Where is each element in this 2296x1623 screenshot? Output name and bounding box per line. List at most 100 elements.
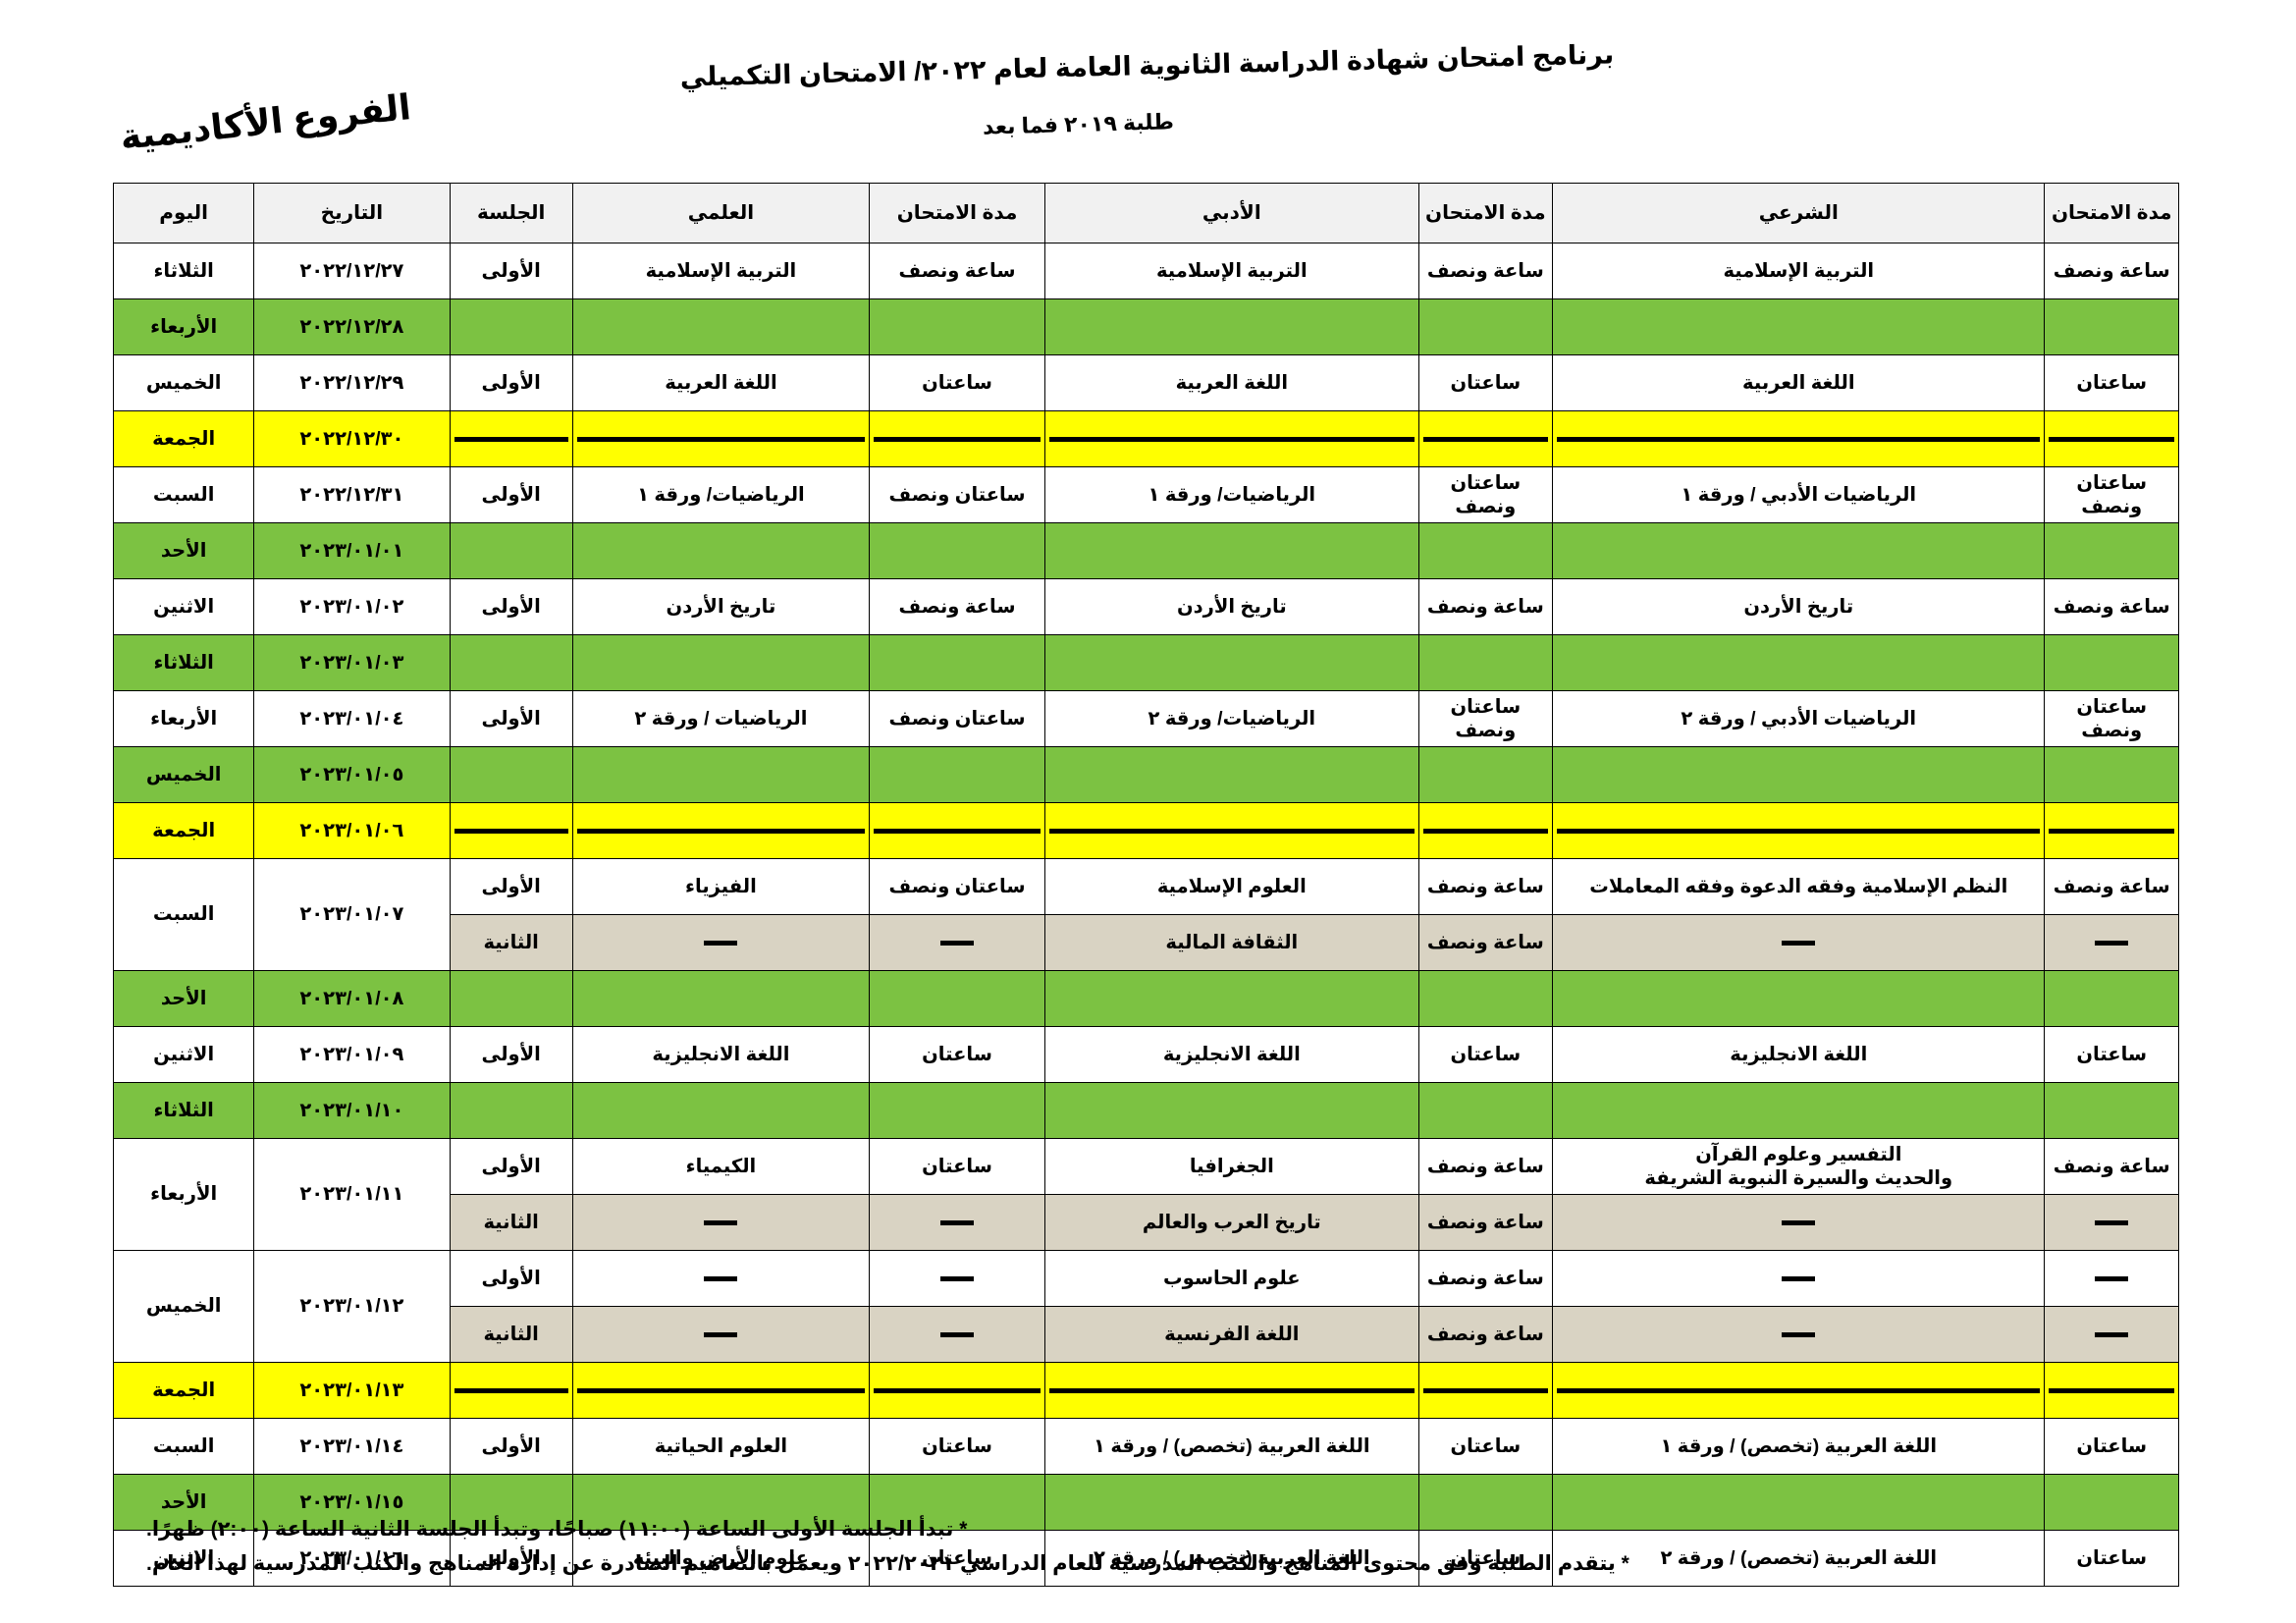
col-shar-subject: الشرعي <box>1553 183 2047 243</box>
cell-date: ٢٠٢٢/١٢/٣١ <box>254 466 452 523</box>
cell-lit-duration: ساعة ونصف <box>1418 578 1555 635</box>
table-row: ٢٠٢٣/٠١/٠٨ الأحد <box>113 970 2180 1027</box>
cell-lit-duration: ساعة ونصف <box>1418 243 1555 299</box>
cell-lit-duration <box>1418 634 1555 691</box>
cell-lit-duration: ساعتان <box>1418 1026 1555 1083</box>
cell-day: الأربعاء <box>113 1138 256 1251</box>
cell-date: ٢٠٢٣/٠١/٠٦ <box>254 802 452 859</box>
cell-lit-subject: الثقافة المالية <box>1045 914 1420 971</box>
cell-lit-duration <box>1418 970 1555 1027</box>
col-sci-duration: مدة الامتحان <box>869 183 1047 243</box>
cell-session: الأولى <box>450 1418 574 1475</box>
empty-dash <box>941 941 976 947</box>
cell-sci-duration: ساعتان <box>869 1138 1047 1195</box>
cell-shar-subject <box>1553 1250 2047 1307</box>
cell-sci-subject: علوم الأرض والبيئة <box>572 1530 872 1587</box>
empty-dash <box>941 1220 976 1226</box>
cell-sci-subject <box>572 522 872 579</box>
cell-date: ٢٠٢٢/١٢/٢٧ <box>254 243 452 299</box>
cell-day: الاثنين <box>113 1026 256 1083</box>
friday-rule <box>875 436 1042 442</box>
cell-session <box>450 746 574 803</box>
document-header: الفروع الأكاديمية برنامج امتحان شهادة ال… <box>0 0 2296 167</box>
cell-lit-duration: ساعة ونصف <box>1418 858 1555 915</box>
cell-shar-subject: الرياضيات الأدبي / ورقة ١ <box>1553 466 2047 523</box>
cell-lit-subject <box>1045 802 1420 859</box>
empty-dash <box>2096 1276 2130 1282</box>
cell-shar-subject: اللغة العربية (تخصص) / ورقة ٢ <box>1553 1530 2047 1587</box>
cell-shar-duration <box>2045 1306 2180 1363</box>
cell-sci-duration <box>869 1474 1047 1531</box>
cell-date: ٢٠٢٣/٠١/١٦ <box>254 1530 452 1587</box>
cell-lit-duration: ساعتان <box>1418 354 1555 411</box>
table-row: ٢٠٢٣/٠١/٠٥ الخميس <box>113 746 2180 803</box>
cell-session <box>450 1362 574 1419</box>
cell-date: ٢٠٢٣/٠١/١٥ <box>254 1474 452 1531</box>
cell-shar-duration <box>2045 298 2180 355</box>
cell-shar-subject <box>1553 1194 2047 1251</box>
cell-day: الثلاثاء <box>113 243 256 299</box>
cell-lit-subject: الرياضيات/ ورقة ٢ <box>1045 690 1420 747</box>
cell-sci-duration <box>869 522 1047 579</box>
table-row: ساعة ونصف تاريخ العرب والعالم الثانية <box>115 1194 2180 1251</box>
cell-shar-duration <box>2045 1474 2180 1531</box>
cell-sci-duration: ساعة ونصف <box>869 578 1047 635</box>
friday-rule <box>1423 1387 1550 1393</box>
col-date: التاريخ <box>254 183 452 243</box>
cell-date: ٢٠٢٣/٠١/٠٩ <box>254 1026 452 1083</box>
cell-lit-duration: ساعة ونصف <box>1418 1138 1555 1195</box>
table-row: ساعة ونصف علوم الحاسوب الأولى ٢٠٢٣/٠١/١٢ الخ… <box>113 1250 2180 1363</box>
cell-lit-subject: اللغة الانجليزية <box>1045 1026 1420 1083</box>
empty-dash <box>705 1276 739 1282</box>
cell-day: السبت <box>113 466 256 523</box>
cell-shar-duration <box>2045 410 2180 467</box>
cell-shar-duration: ساعتان <box>2045 1418 2180 1475</box>
table-row: ٢٠٢٣/٠١/٠٣ الثلاثاء <box>113 634 2180 691</box>
cell-session: الأولى <box>450 578 574 635</box>
table-row: ساعتان اللغة الانجليزية ساعتان اللغة الانجل… <box>113 1026 2180 1083</box>
cell-shar-duration <box>2045 914 2180 971</box>
empty-dash <box>705 1332 739 1338</box>
cell-sci-duration <box>869 914 1047 971</box>
cell-lit-duration: ساعة ونصف <box>1418 1194 1555 1251</box>
cell-day: الأحد <box>113 1474 256 1531</box>
header-row: مدة الامتحان الشرعي مدة الامتحان الأدبي … <box>113 183 2180 243</box>
cell-shar-subject <box>1553 1474 2047 1531</box>
cell-lit-subject: التربية الإسلامية <box>1045 243 1420 299</box>
cell-day: الأحد <box>113 970 256 1027</box>
cell-shar-duration: ساعتان <box>2045 1026 2180 1083</box>
friday-rule <box>2050 436 2175 442</box>
cell-lit-duration <box>1418 1362 1555 1419</box>
cell-date: ٢٠٢٣/٠١/٠٢ <box>254 578 452 635</box>
cell-sci-duration <box>869 1082 1047 1139</box>
cell-date: ٢٠٢٣/٠١/٠٤ <box>254 690 452 747</box>
cell-shar-duration: ساعتان ونصف <box>2045 466 2180 523</box>
cell-lit-duration <box>1418 410 1555 467</box>
empty-dash <box>1783 1332 1817 1338</box>
friday-rule <box>454 1387 569 1393</box>
table-row: ٢٠٢٣/٠١/١٠ الثلاثاء <box>113 1082 2180 1139</box>
cell-session <box>450 634 574 691</box>
friday-rule <box>454 828 569 834</box>
footnote-session-times: * تبدأ الجلسة الأولى الساعة (١١:٠٠) صباح… <box>147 1518 969 1541</box>
cell-sci-subject: اللغة العربية <box>572 354 872 411</box>
cell-shar-subject <box>1553 970 2047 1027</box>
cell-sci-duration: ساعة ونصف <box>869 243 1047 299</box>
cell-shar-duration <box>2045 634 2180 691</box>
cell-date: ٢٠٢٣/٠١/١٠ <box>254 1082 452 1139</box>
cell-lit-subject: العلوم الإسلامية <box>1045 858 1420 915</box>
cell-sci-duration: ساعتان ونصف <box>869 466 1047 523</box>
cell-date: ٢٠٢٣/٠١/١١ <box>254 1138 452 1251</box>
cell-lit-subject <box>1045 298 1420 355</box>
cell-sci-duration: ساعتان ونصف <box>869 858 1047 915</box>
empty-dash <box>941 1276 976 1282</box>
table-row: ٢٠٢٣/٠١/٠٦ الجمعة <box>113 802 2180 859</box>
cell-sci-duration: ساعتان ونصف <box>869 690 1047 747</box>
cell-date: ٢٠٢٣/٠١/٠٨ <box>254 970 452 1027</box>
cell-shar-subject <box>1553 914 2047 971</box>
cell-sci-subject <box>572 298 872 355</box>
cell-date: ٢٠٢٣/٠١/١٤ <box>254 1418 452 1475</box>
footnotes: * تبدأ الجلسة الأولى الساعة (١١:٠٠) صباح… <box>0 1517 2296 1586</box>
cell-day: الثلاثاء <box>113 1082 256 1139</box>
empty-dash <box>705 1220 739 1226</box>
